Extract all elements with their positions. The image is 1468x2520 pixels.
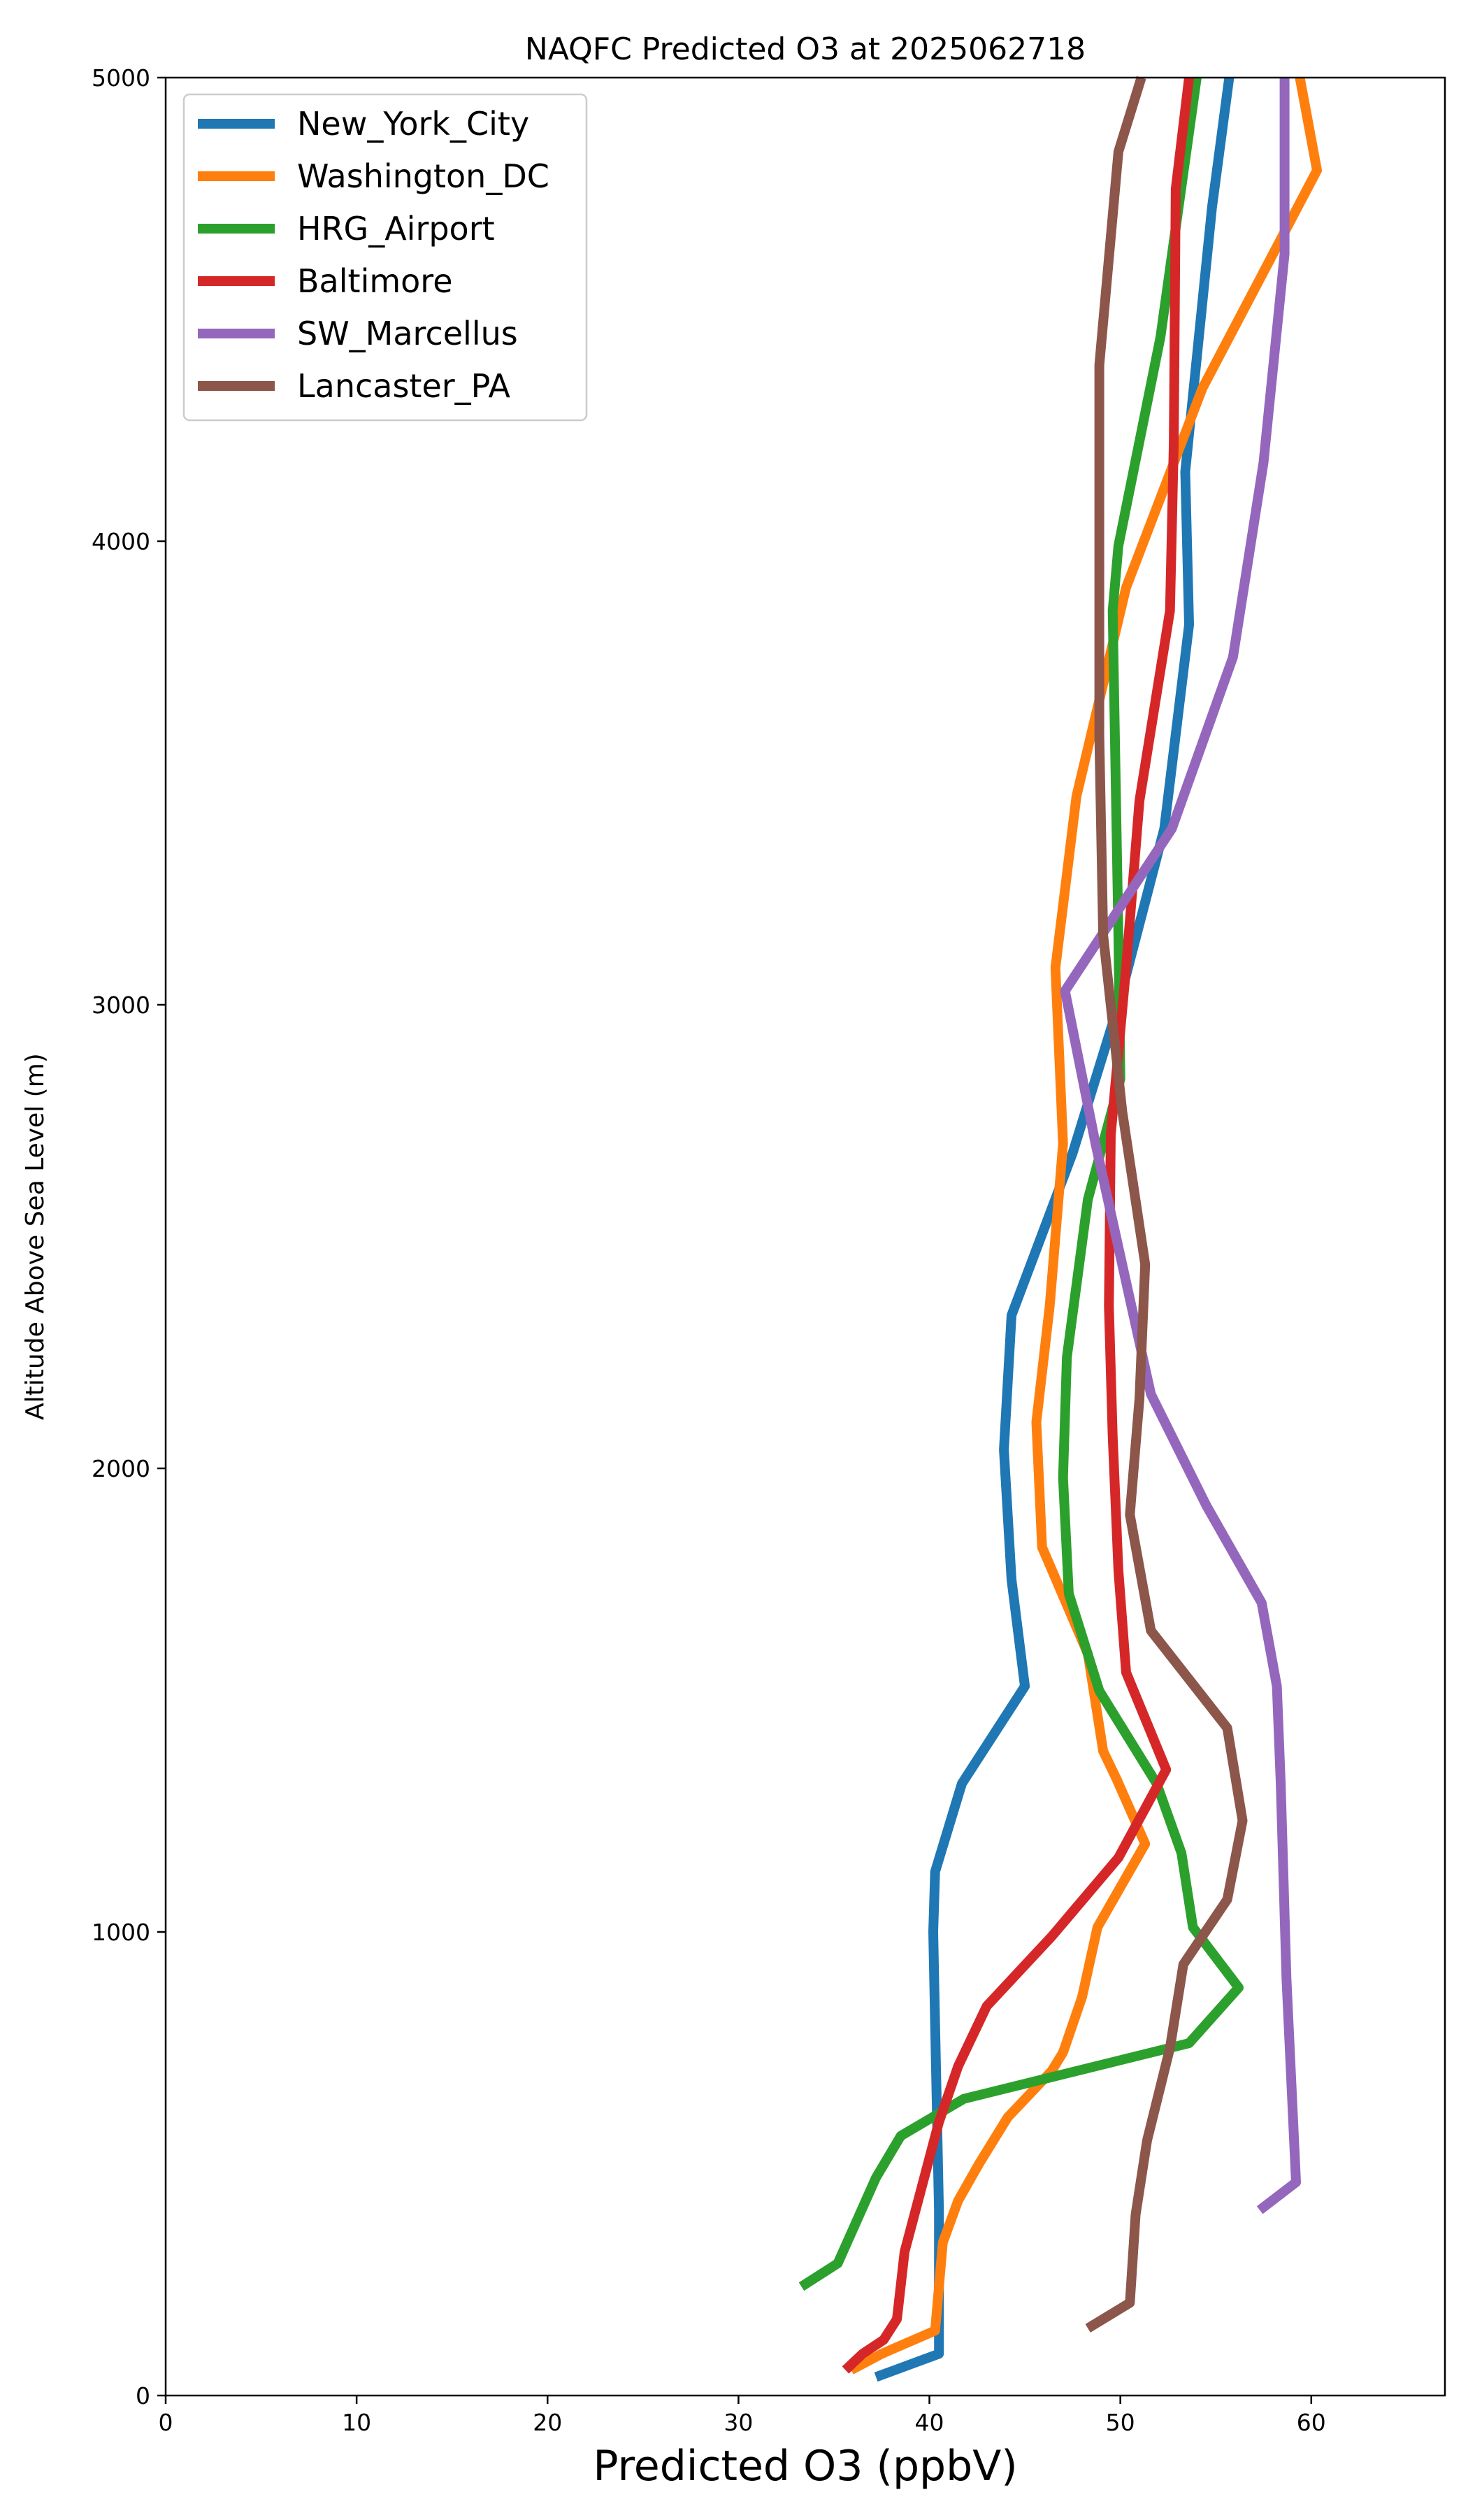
series-line-lancaster-pa (1085, 76, 1248, 2333)
y-axis-label: Altitude Above Sea Level (m) (21, 1053, 50, 1420)
series-line-new-york-city (874, 77, 1235, 2382)
series-line-sw-marcellus (1060, 78, 1301, 2214)
chart-title: NAQFC Predicted O3 at 2025062718 (525, 31, 1086, 67)
series-line-hrg-airport (798, 77, 1244, 2291)
x-axis-label: Predicted O3 (ppbV) (593, 2442, 1017, 2491)
legend-frame (182, 93, 588, 422)
x-tick-label: 40 (915, 2409, 944, 2436)
legend: New_York_City Washington_DC HRG_Airport Bal… (182, 93, 588, 422)
x-tick-label: 60 (1297, 2409, 1326, 2436)
legend-label: New_York_City (297, 105, 529, 143)
series-line-baltimore (842, 77, 1194, 2374)
y-tick-label: 5000 (92, 64, 150, 92)
series-line-washington-dc (849, 76, 1322, 2375)
legend-label: Washington_DC (297, 157, 549, 195)
plot-frame (164, 76, 1446, 2397)
legend-label: Baltimore (297, 262, 453, 300)
x-tick-label: 10 (342, 2409, 371, 2436)
y-tick-label: 1000 (92, 1919, 150, 1946)
y-tick-label: 0 (136, 2382, 150, 2410)
x-tick-label: 0 (159, 2409, 173, 2436)
legend-label: SW_Marcellus (297, 315, 518, 352)
x-tick-label: 50 (1106, 2409, 1135, 2436)
y-tick-label: 3000 (92, 991, 150, 1019)
y-tick-label: 4000 (92, 528, 150, 555)
y-tick-label: 2000 (92, 1455, 150, 1482)
legend-label: Lancaster_PA (297, 367, 510, 405)
legend-label: HRG_Airport (297, 210, 495, 248)
x-tick-label: 20 (533, 2409, 562, 2436)
x-tick-label: 30 (724, 2409, 753, 2436)
